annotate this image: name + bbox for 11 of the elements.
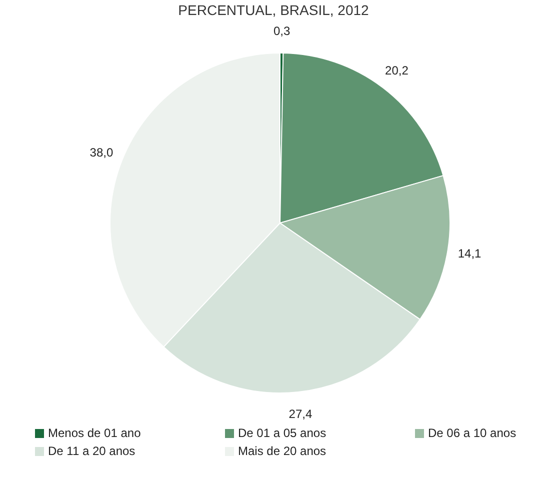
data-label: 20,2 — [385, 64, 409, 78]
legend-label: De 06 a 10 anos — [428, 426, 516, 440]
legend-label: De 01 a 05 anos — [238, 426, 326, 440]
legend-label: Mais de 20 anos — [238, 444, 326, 458]
legend-label: Menos de 01 ano — [48, 426, 141, 440]
legend-label: De 11 a 20 anos — [48, 444, 136, 458]
data-label: 38,0 — [90, 145, 114, 160]
data-label: 0,3 — [273, 24, 290, 38]
chart-title: PERCENTUAL, BRASIL, 2012 — [177, 2, 370, 18]
data-label: 14,1 — [458, 246, 482, 261]
data-label: 27,4 — [288, 406, 312, 421]
